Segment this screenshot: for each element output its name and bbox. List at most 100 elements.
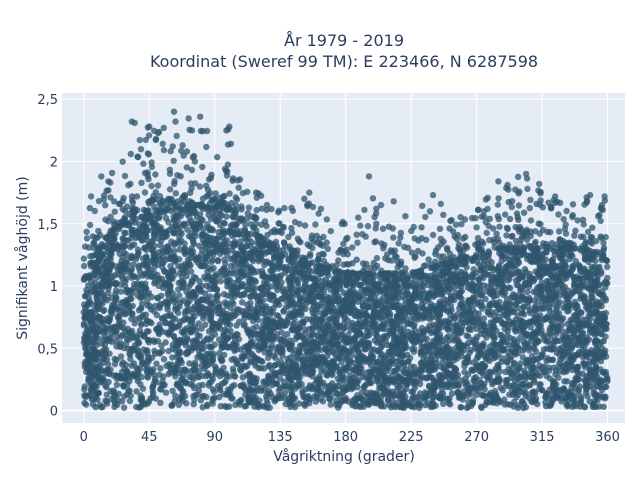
data-point — [446, 337, 452, 343]
data-point — [188, 234, 194, 240]
data-point — [112, 361, 118, 367]
data-point — [563, 401, 569, 407]
data-point — [477, 281, 483, 287]
data-point — [161, 356, 167, 362]
data-point — [205, 370, 211, 376]
data-point — [499, 258, 505, 264]
data-point — [418, 344, 424, 350]
data-point — [119, 361, 125, 367]
data-point — [114, 245, 120, 251]
data-point — [558, 347, 564, 353]
data-point — [399, 333, 405, 339]
data-point — [478, 274, 484, 280]
data-point — [396, 295, 402, 301]
data-point — [321, 341, 327, 347]
data-point — [227, 277, 233, 283]
data-point — [504, 377, 510, 383]
data-point — [478, 350, 484, 356]
data-point — [496, 303, 502, 309]
data-point — [524, 289, 530, 295]
data-point — [156, 214, 162, 220]
data-point — [191, 241, 197, 247]
data-point — [207, 226, 213, 232]
data-point — [568, 363, 574, 369]
data-point — [171, 299, 177, 305]
data-point — [546, 307, 552, 313]
data-point — [181, 222, 187, 228]
data-point — [219, 370, 225, 376]
data-point — [526, 273, 532, 279]
data-point — [431, 378, 437, 384]
data-point — [562, 294, 568, 300]
data-point — [182, 393, 188, 399]
data-point — [415, 333, 421, 339]
data-point — [564, 378, 570, 384]
data-point — [428, 330, 434, 336]
data-point — [238, 242, 244, 248]
data-point — [485, 369, 491, 375]
data-point — [130, 303, 136, 309]
data-point — [83, 287, 89, 293]
data-point — [596, 264, 602, 270]
data-point — [176, 256, 182, 262]
data-point — [495, 283, 501, 289]
data-point — [485, 376, 491, 382]
data-point — [577, 290, 583, 296]
data-point — [451, 315, 457, 321]
data-point — [162, 339, 168, 345]
data-point — [309, 331, 315, 337]
data-point — [417, 294, 423, 300]
data-point — [296, 383, 302, 389]
data-point — [114, 382, 120, 388]
data-point — [206, 343, 212, 349]
data-point — [166, 361, 172, 367]
data-point — [541, 337, 547, 343]
data-point — [182, 367, 188, 373]
data-point — [385, 381, 391, 387]
data-point — [274, 361, 280, 367]
data-point — [318, 291, 324, 297]
data-point — [349, 320, 355, 326]
data-point — [140, 386, 146, 392]
data-point — [159, 348, 165, 354]
data-point — [175, 286, 181, 292]
data-point — [90, 401, 96, 407]
data-point — [542, 394, 548, 400]
data-point — [479, 305, 485, 311]
data-point — [366, 341, 372, 347]
data-point — [484, 399, 490, 405]
data-point — [215, 258, 221, 264]
data-point — [221, 380, 227, 386]
data-point — [263, 382, 269, 388]
data-point — [279, 329, 285, 335]
data-point — [188, 255, 194, 261]
data-point — [557, 357, 563, 363]
data-point — [206, 380, 212, 386]
data-point — [153, 361, 159, 367]
data-point — [419, 301, 425, 307]
data-point — [169, 388, 175, 394]
data-point — [128, 296, 134, 302]
data-point — [158, 382, 164, 388]
data-point — [598, 270, 604, 276]
data-point — [253, 279, 259, 285]
data-point — [547, 330, 553, 336]
data-point — [102, 382, 108, 388]
data-point — [505, 277, 511, 283]
data-point — [169, 402, 175, 408]
data-point — [185, 308, 191, 314]
data-point — [163, 215, 169, 221]
data-point — [444, 319, 450, 325]
data-point — [177, 270, 183, 276]
data-point — [403, 402, 409, 408]
data-point — [127, 398, 133, 404]
data-point — [543, 315, 549, 321]
data-point — [512, 302, 518, 308]
data-point — [156, 372, 162, 378]
data-point — [186, 360, 192, 366]
data-point — [131, 360, 137, 366]
data-point — [240, 374, 246, 380]
data-point — [599, 369, 605, 375]
data-point — [221, 291, 227, 297]
